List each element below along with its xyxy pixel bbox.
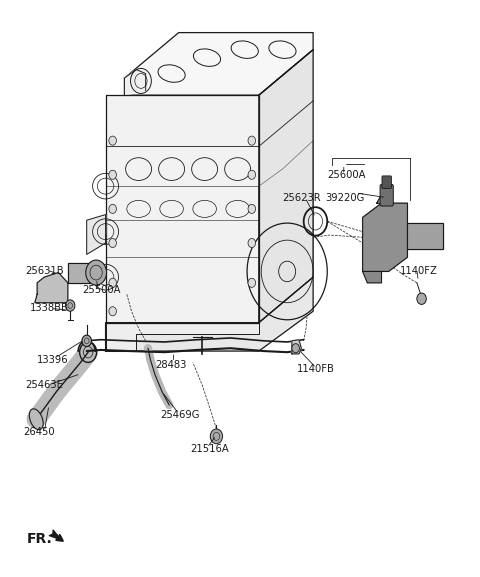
Polygon shape [124, 70, 145, 95]
Circle shape [109, 278, 117, 287]
Polygon shape [68, 263, 96, 283]
Polygon shape [259, 50, 313, 323]
Text: 25500A: 25500A [82, 285, 120, 295]
Circle shape [292, 344, 300, 353]
Polygon shape [106, 323, 259, 351]
Circle shape [210, 429, 223, 444]
Text: 26450: 26450 [23, 427, 55, 437]
Text: 21516A: 21516A [191, 444, 229, 454]
Polygon shape [35, 272, 68, 303]
Circle shape [109, 170, 117, 179]
Polygon shape [106, 277, 313, 351]
Circle shape [248, 204, 255, 213]
Text: 39220G: 39220G [325, 193, 364, 203]
Text: 1140FB: 1140FB [297, 364, 335, 374]
Circle shape [109, 136, 117, 145]
FancyBboxPatch shape [380, 185, 393, 206]
Circle shape [86, 260, 107, 285]
Text: 13396: 13396 [37, 355, 69, 365]
Circle shape [65, 300, 75, 311]
FancyBboxPatch shape [382, 176, 391, 189]
Text: FR.: FR. [27, 532, 52, 546]
Polygon shape [377, 186, 391, 203]
Circle shape [82, 335, 91, 347]
Text: 1338BB: 1338BB [30, 304, 69, 313]
Text: 25631B: 25631B [25, 267, 64, 276]
Ellipse shape [29, 409, 43, 430]
Circle shape [109, 307, 117, 316]
Polygon shape [124, 32, 313, 95]
Text: 25623R: 25623R [282, 193, 321, 203]
Polygon shape [408, 223, 443, 249]
Polygon shape [106, 95, 259, 323]
Circle shape [248, 238, 255, 248]
Circle shape [248, 170, 255, 179]
Circle shape [248, 136, 255, 145]
Polygon shape [292, 340, 301, 354]
Circle shape [248, 278, 255, 287]
Text: 25600A: 25600A [327, 170, 366, 180]
Text: 25469G: 25469G [160, 410, 199, 419]
Polygon shape [362, 271, 382, 283]
Circle shape [109, 204, 117, 213]
Polygon shape [87, 215, 106, 254]
Text: 25463E: 25463E [25, 380, 63, 390]
Text: 1140FZ: 1140FZ [400, 267, 438, 276]
Text: 28483: 28483 [155, 360, 186, 370]
Polygon shape [362, 203, 408, 271]
Circle shape [417, 293, 426, 305]
Circle shape [109, 238, 117, 248]
